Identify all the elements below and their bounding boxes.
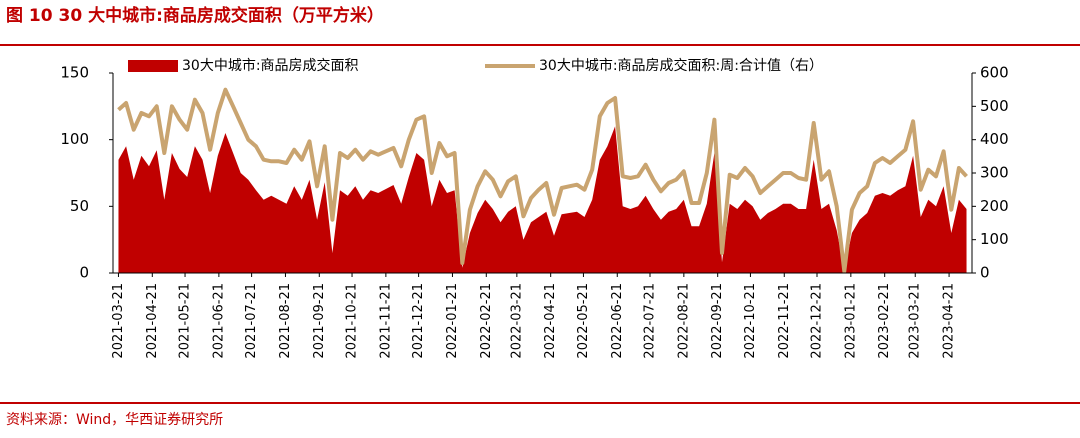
legend-swatch [128,60,178,72]
y-tick-label: 50 [70,197,89,215]
x-tick-label: 2021-07-21 [244,283,259,359]
top-rule [0,44,1080,46]
y2-tick-label: 0 [980,264,990,282]
x-tick-label: 2022-02-21 [479,283,494,359]
area-series [118,126,967,273]
x-tick-label: 2021-12-21 [411,283,426,359]
y2-tick-label: 400 [980,130,1009,148]
x-tick-label: 2022-05-21 [576,283,591,359]
y2-tick-label: 200 [980,197,1009,215]
x-tick-label: 2021-11-21 [378,283,393,359]
x-tick-label: 2022-08-21 [676,283,691,359]
bottom-rule [0,402,1080,404]
x-tick-label: 2021-03-21 [111,283,126,359]
legend-label: 30大中城市:商品房成交面积:周:合计值（右） [539,57,823,74]
legend-label: 30大中城市:商品房成交面积 [182,57,359,74]
x-tick-label: 2021-08-21 [278,283,293,359]
source-note: 资料来源：Wind，华西证券研究所 [6,412,223,428]
x-tick-label: 2021-10-21 [345,283,360,359]
x-tick-label: 2023-01-21 [843,283,858,359]
x-tick-label: 2021-09-21 [312,283,327,359]
y-tick-label: 100 [60,130,89,148]
x-tick-label: 2022-11-21 [777,283,792,359]
x-tick-label: 2021-05-21 [178,283,193,359]
line-series [117,87,968,274]
chart-title: 图 10 30 大中城市:商品房成交面积（万平方米） [6,5,384,26]
x-tick-label: 2022-03-21 [509,283,524,359]
x-tick-label: 2023-02-21 [877,283,892,359]
x-tick-label: 2022-12-21 [810,283,825,359]
x-tick-label: 2022-06-21 [610,283,625,359]
x-tick-label: 2021-04-21 [145,283,160,359]
x-tick-label: 2022-10-21 [743,283,758,359]
x-tick-label: 2021-06-21 [211,283,226,359]
y2-tick-label: 600 [980,64,1009,82]
y-tick-label: 0 [79,264,89,282]
x-tick-label: 2022-04-21 [543,283,558,359]
y-tick-label: 150 [60,64,89,82]
x-tick-label: 2022-09-21 [710,283,725,359]
y2-tick-label: 100 [980,230,1009,248]
y2-tick-label: 500 [980,97,1009,115]
x-tick-label: 2023-04-21 [942,283,957,359]
x-tick-label: 2023-03-21 [908,283,923,359]
x-tick-label: 2022-07-21 [643,283,658,359]
y2-tick-label: 300 [980,164,1009,182]
x-tick-label: 2022-01-21 [445,283,460,359]
